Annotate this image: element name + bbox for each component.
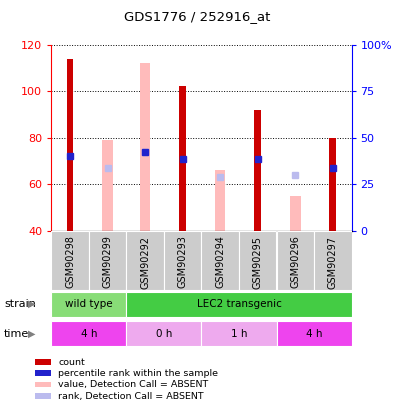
Bar: [35, 393, 51, 399]
Bar: [254, 110, 261, 231]
Text: GSM90292: GSM90292: [140, 236, 150, 288]
Bar: [329, 138, 336, 231]
Bar: [239, 231, 276, 290]
Text: GDS1776 / 252916_at: GDS1776 / 252916_at: [124, 10, 271, 23]
Text: 4 h: 4 h: [306, 329, 322, 339]
Bar: [126, 231, 164, 290]
Bar: [126, 292, 352, 317]
Bar: [51, 321, 126, 346]
Bar: [35, 370, 51, 376]
Text: strain: strain: [4, 299, 36, 309]
Text: value, Detection Call = ABSENT: value, Detection Call = ABSENT: [58, 380, 209, 389]
Text: wild type: wild type: [65, 299, 113, 309]
Bar: [314, 231, 352, 290]
Bar: [89, 231, 126, 290]
Bar: [102, 140, 113, 231]
Text: GSM90299: GSM90299: [103, 236, 113, 288]
Bar: [201, 321, 276, 346]
Bar: [140, 63, 150, 231]
Text: LEC2 transgenic: LEC2 transgenic: [197, 299, 281, 309]
Text: GSM90294: GSM90294: [215, 236, 225, 288]
Text: percentile rank within the sample: percentile rank within the sample: [58, 369, 218, 378]
Bar: [67, 59, 73, 231]
Bar: [215, 170, 226, 231]
Text: 1 h: 1 h: [231, 329, 247, 339]
Text: GSM90297: GSM90297: [328, 236, 338, 288]
Bar: [51, 231, 89, 290]
Text: 0 h: 0 h: [156, 329, 172, 339]
Text: GSM90296: GSM90296: [290, 236, 300, 288]
Bar: [276, 231, 314, 290]
Bar: [164, 231, 201, 290]
Text: 4 h: 4 h: [81, 329, 97, 339]
Bar: [51, 292, 126, 317]
Bar: [179, 86, 186, 231]
Text: GSM90298: GSM90298: [65, 236, 75, 288]
Bar: [35, 382, 51, 387]
Text: GSM90293: GSM90293: [178, 236, 188, 288]
Text: ▶: ▶: [28, 299, 36, 309]
Bar: [290, 196, 301, 231]
Bar: [126, 321, 201, 346]
Bar: [35, 359, 51, 365]
Text: time: time: [4, 329, 29, 339]
Bar: [276, 321, 352, 346]
Text: ▶: ▶: [28, 329, 36, 339]
Text: rank, Detection Call = ABSENT: rank, Detection Call = ABSENT: [58, 392, 204, 401]
Bar: [201, 231, 239, 290]
Text: GSM90295: GSM90295: [253, 236, 263, 288]
Text: count: count: [58, 358, 85, 367]
